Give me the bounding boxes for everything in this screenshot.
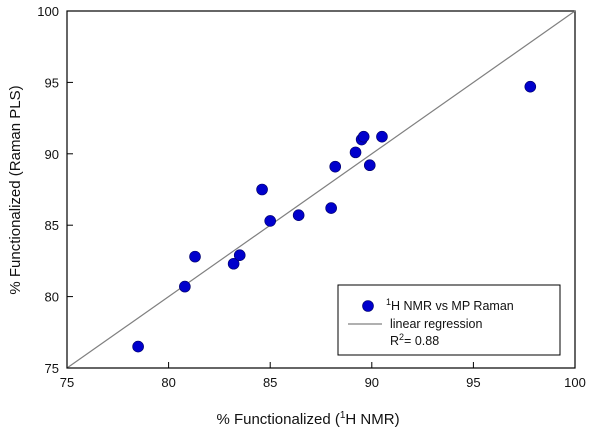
data-point xyxy=(349,146,362,159)
data-point xyxy=(189,250,201,263)
data-point xyxy=(227,257,240,270)
legend: 1H NMR vs MP Raman linear regression R2=… xyxy=(337,284,561,356)
legend-marker-series xyxy=(362,300,374,312)
y-tick-label: 85 xyxy=(45,218,59,233)
x-tick-label: 95 xyxy=(466,375,480,390)
data-point xyxy=(376,130,388,143)
data-point xyxy=(325,202,337,214)
legend-label-series: 1H NMR vs MP Raman xyxy=(386,297,514,313)
legend-r-squared: R2= 0.88 xyxy=(390,332,439,348)
y-tick-label: 90 xyxy=(45,147,59,162)
y-axis-title: % Functionalized (Raman PLS) xyxy=(7,85,24,294)
data-point xyxy=(132,340,144,353)
y-tick-label: 95 xyxy=(45,75,59,90)
data-point xyxy=(329,160,342,173)
data-point xyxy=(264,215,277,227)
y-tick-label: 80 xyxy=(45,290,59,305)
y-tick-label: 75 xyxy=(45,361,59,376)
data-point xyxy=(256,183,268,196)
data-point xyxy=(357,130,370,143)
x-tick-label: 90 xyxy=(365,375,379,390)
plot-area-frame xyxy=(66,10,576,369)
x-tick-label: 100 xyxy=(564,375,586,390)
x-axis-title: % Functionalized (1H NMR) xyxy=(216,410,399,428)
regression-line xyxy=(66,10,576,369)
data-points xyxy=(132,80,537,353)
y-tick-label: 100 xyxy=(37,4,59,19)
x-tick-label: 80 xyxy=(161,375,175,390)
data-point xyxy=(363,159,376,172)
data-point xyxy=(292,209,305,222)
x-tick-label: 75 xyxy=(60,375,74,390)
data-point xyxy=(524,80,537,93)
y-axis-ticks: 75 80 85 90 95 100 xyxy=(37,4,73,376)
data-point xyxy=(179,280,191,293)
legend-label-regression: linear regression xyxy=(390,317,482,331)
legend-box xyxy=(337,284,561,356)
data-point xyxy=(233,249,246,261)
x-axis-ticks: 75 80 85 90 95 100 xyxy=(60,362,586,390)
x-tick-label: 85 xyxy=(263,375,277,390)
